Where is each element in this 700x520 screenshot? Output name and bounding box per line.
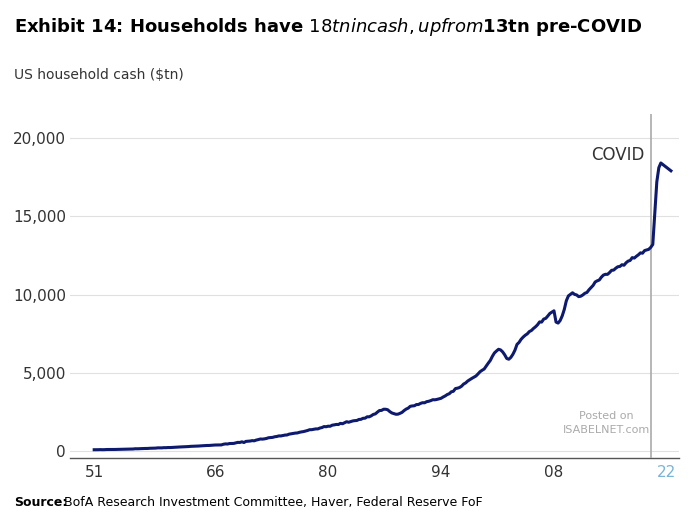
Text: Posted on
ISABELNET.com: Posted on ISABELNET.com (563, 411, 650, 435)
Text: COVID: COVID (591, 146, 644, 164)
Text: Exhibit 14: Households have $18tn in cash, up from $13tn pre-COVID: Exhibit 14: Households have $18tn in cas… (14, 16, 642, 37)
Text: BofA Research Investment Committee, Haver, Federal Reserve FoF: BofA Research Investment Committee, Have… (60, 496, 482, 509)
Text: Source:: Source: (14, 496, 67, 509)
Text: US household cash ($tn): US household cash ($tn) (14, 68, 183, 82)
